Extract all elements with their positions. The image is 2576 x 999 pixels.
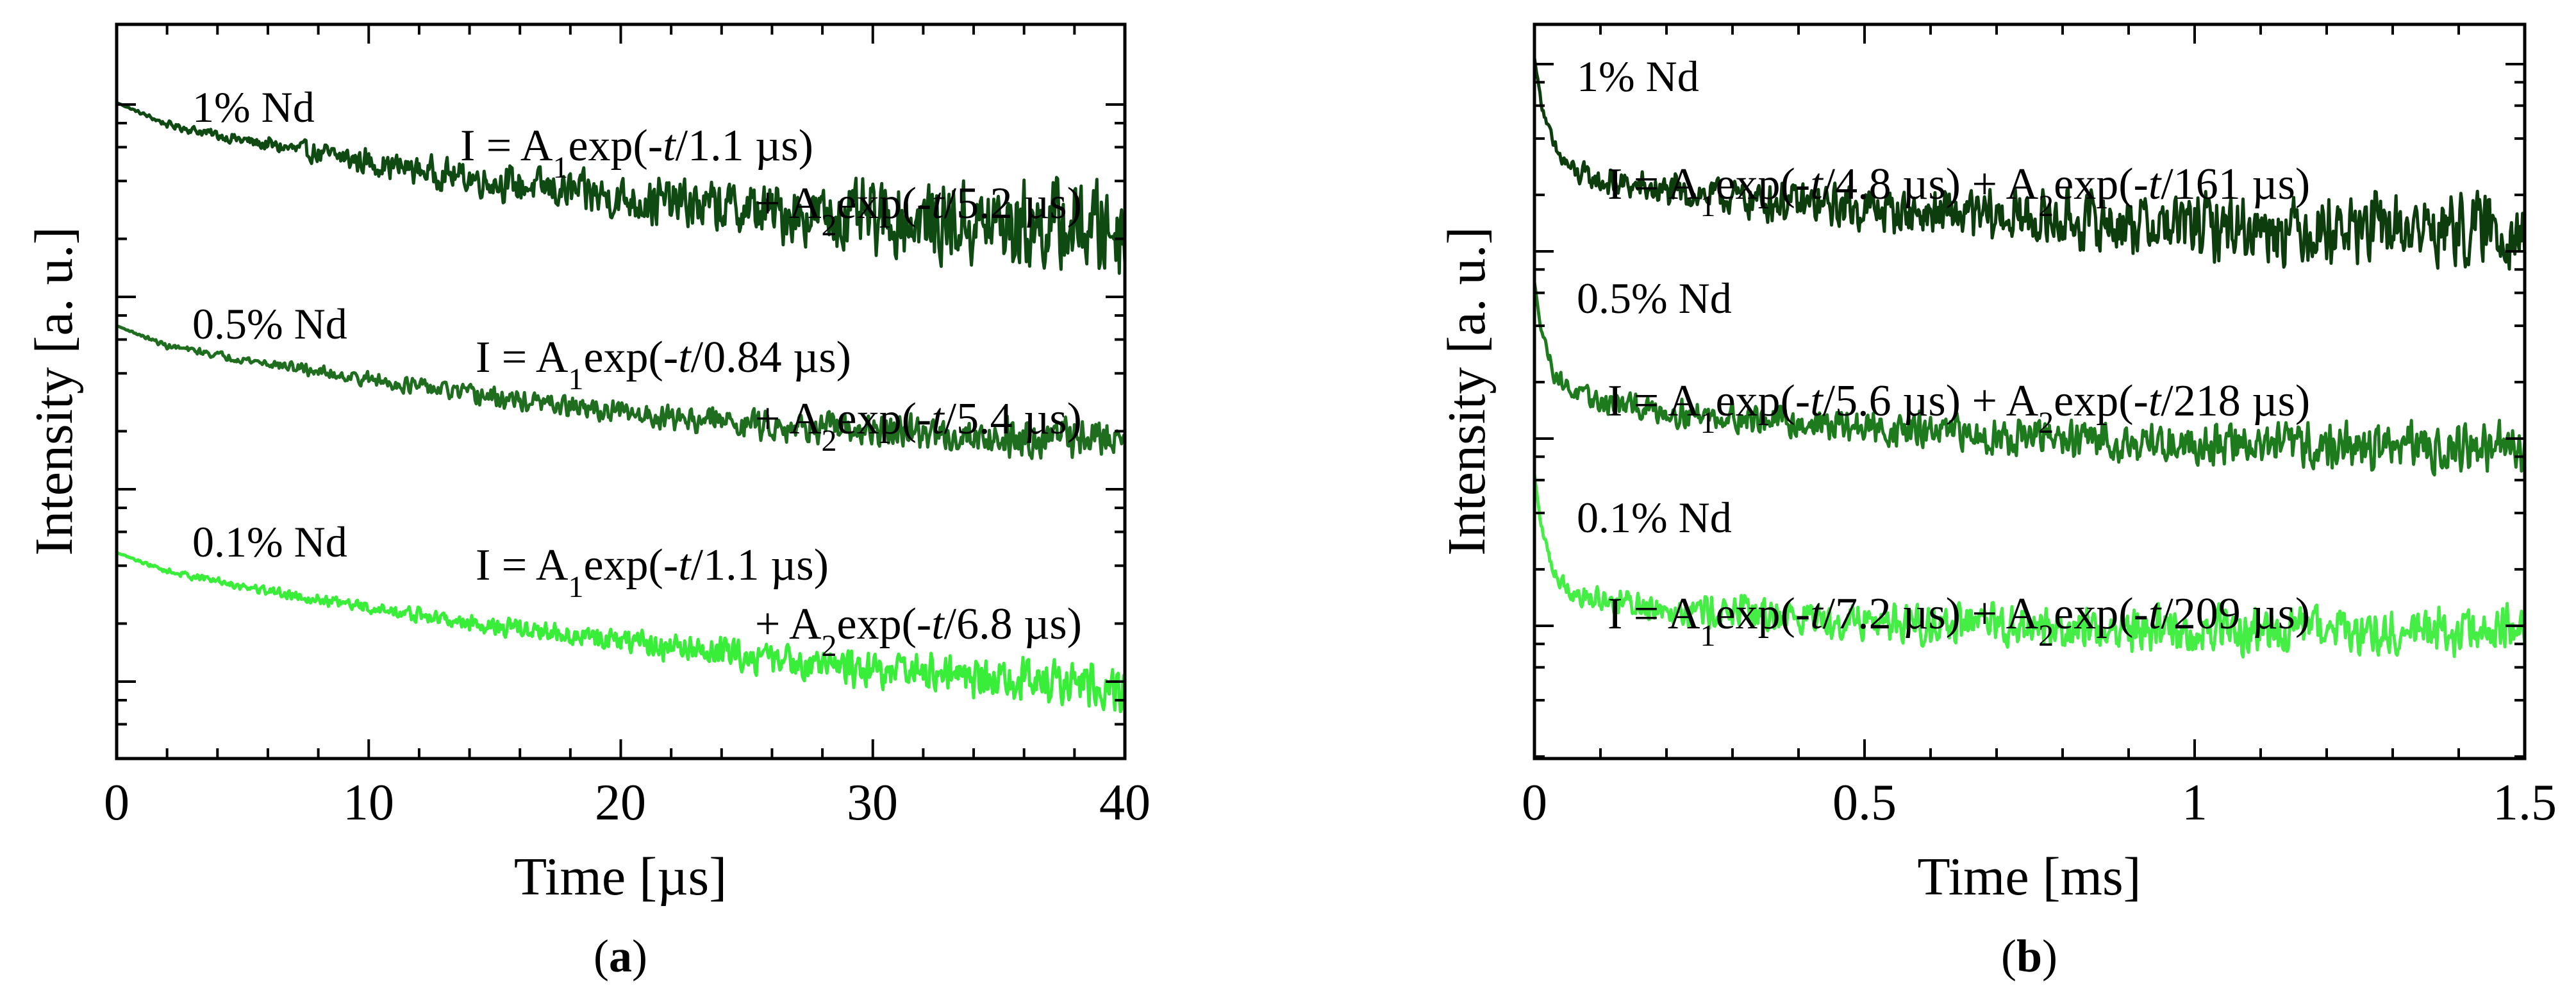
series-line — [1533, 57, 2527, 271]
panel-a-label: (a) — [594, 930, 647, 982]
y-axis-label-a: Intensity [a. u.] — [24, 226, 84, 555]
fit-equation-line1: I = A1exp(-t/0.84 µs) — [476, 333, 851, 396]
series-line — [115, 101, 1127, 275]
series-label: 1% Nd — [192, 83, 315, 131]
x-tick-label: 10 — [343, 775, 394, 831]
fit-equation-line2: + A2exp(-t/5.4 µs) — [755, 394, 1082, 458]
series-label: 0.5% Nd — [192, 299, 347, 348]
panel-b-frame — [1533, 22, 2527, 760]
series-line — [116, 551, 1127, 714]
series-label: 0.1% Nd — [1577, 493, 1732, 542]
fit-equation-line1: I = A1exp(-t/1.1 µs) — [460, 121, 813, 185]
x-tick-label: 1.5 — [2493, 775, 2557, 831]
fit-equation: I = A1exp(-t/4.8 µs) + A2exp(-t/161 µs) — [1608, 160, 2310, 223]
y-axis-label-b: Intensity [a. u.] — [1437, 226, 1497, 555]
x-tick-label: 0.5 — [1832, 775, 1897, 831]
curves-b — [1533, 57, 2527, 659]
series-line — [1533, 474, 2527, 659]
x-tick-label: 30 — [847, 775, 898, 831]
series-line — [1533, 281, 2527, 477]
ticks-b — [1533, 24, 2526, 759]
fit-equation: I = A1exp(-t/7.2 µs) + A2exp(-t/209 µs) — [1608, 589, 2310, 653]
fit-equation-line2: + A2exp(-t/6.8 µs) — [755, 600, 1082, 663]
fit-equation-line1: I = A1exp(-t/1.1 µs) — [476, 541, 829, 604]
ticks-a — [115, 24, 1126, 759]
x-tick-labels-b: 0 0.5 1 1.5 — [1522, 775, 2557, 831]
series-label: 1% Nd — [1577, 52, 1699, 101]
x-tick-label: 0 — [104, 775, 129, 831]
panel-b-label: (b) — [2001, 930, 2057, 982]
x-tick-label: 0 — [1522, 775, 1547, 831]
x-axis-label-b: Time [ms] — [1917, 847, 2141, 907]
series-label: 0.1% Nd — [192, 517, 347, 566]
fit-equation: I = A1exp(-t/5.6 µs) + A2exp(-t/218 µs) — [1608, 376, 2310, 440]
x-tick-label: 20 — [595, 775, 646, 831]
fit-equation-line2: + A2exp(-t/5.2 µs) — [755, 179, 1082, 242]
x-tick-labels-a: 0 10 20 30 40 — [104, 775, 1151, 831]
curves-a — [115, 101, 1127, 714]
panel-a: 0 10 20 30 40 Time [µs] Intensity [a. u.… — [24, 22, 1151, 982]
x-tick-label: 40 — [1099, 775, 1151, 831]
series-line — [115, 324, 1126, 460]
x-axis-label-a: Time [µs] — [514, 847, 727, 907]
x-tick-label: 1 — [2182, 775, 2207, 831]
series-label: 0.5% Nd — [1577, 274, 1732, 323]
panel-b: 0 0.5 1 1.5 Time [ms] Intensity [a. u.] … — [1437, 22, 2557, 982]
